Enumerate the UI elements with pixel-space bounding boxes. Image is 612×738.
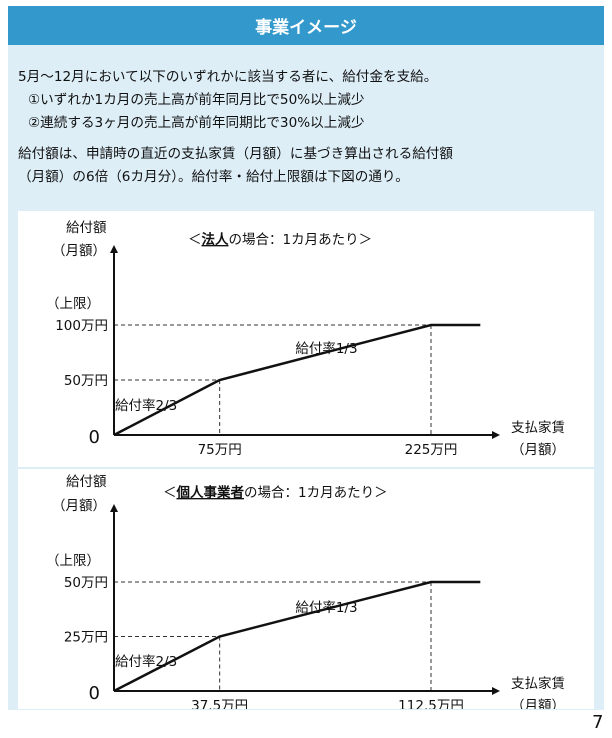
chart2-upper-limit-label: （上限） (46, 553, 100, 569)
chart1-y-axis-arrow (110, 245, 118, 253)
chart1-x-tick-label-0: 75万円 (198, 442, 242, 458)
chart2-series-line (113, 580, 481, 693)
chart2-ylabel: 給付額 (66, 474, 107, 490)
intro-line-1: 5月～12月において以下のいずれかに該当する者に、給付金を支給。 (18, 69, 438, 85)
chart2-y-tick-label-0: 25万円 (64, 630, 108, 646)
condition-2: ②連続する3ヶ月の売上高が前年同期比で30%以上減少 (28, 115, 365, 131)
chart1-segment-label-1: 給付率1/3 (295, 340, 357, 357)
chart1-x-axis-arrow (492, 431, 500, 439)
chart2-xlabel: 支払家賃 (511, 675, 565, 692)
chart1-x-tick-label-1: 225万円 (405, 442, 458, 458)
chart2-xlabel-unit: （月額） (511, 698, 565, 709)
chart2-origin-label: 0 (89, 683, 100, 704)
chart2-x-tick-label-0: 37.5万円 (191, 698, 248, 709)
header-title: 事業イメージ (255, 18, 357, 38)
chart2-y-axis-arrow (110, 504, 118, 512)
chart2-y-tick-label-1: 50万円 (64, 575, 108, 591)
page-number: 7 (592, 712, 604, 733)
individual-chart-svg: ＜個人事業者の場合：1カ月あたり＞ 給付額 （月額） （上限） 25万円 50万円 37.5… (46, 474, 565, 709)
individual-chart: ＜個人事業者の場合：1カ月あたり＞ 給付額 （月額） （上限） 25万円 50万円 37.5… (18, 469, 594, 709)
chart1-title: ＜法人の場合：1カ月あたり＞ (188, 231, 372, 248)
chart1-segment-label-0: 給付率2/3 (115, 397, 177, 414)
chart1-xlabel-unit: （月額） (511, 442, 565, 458)
chart2-x-axis-arrow (492, 687, 500, 695)
corporate-chart-svg: ＜法人の場合：1カ月あたり＞ 給付額 （月額） （上限） 50万円 100万円 75万円 22… (46, 220, 565, 458)
section-header: 事業イメージ (8, 6, 604, 45)
chart1-ylabel: 給付額 (66, 220, 107, 236)
chart2-segment-label-0: 給付率2/3 (115, 653, 177, 670)
chart1-ylabel-unit: （月額） (52, 243, 106, 259)
chart2-segment-label-1: 給付率1/3 (295, 599, 357, 616)
chart1-series-line (113, 323, 481, 437)
corporate-chart: ＜法人の場合：1カ月あたり＞ 給付額 （月額） （上限） 50万円 100万円 75万円 22… (18, 211, 594, 467)
intro-line-3: （月額）の6倍（6カ月分）。給付率・給付上限額は下図の通り。 (18, 169, 409, 185)
intro-text: 5月～12月において以下のいずれかに該当する者に、給付金を支給。 ①いずれか1カ… (18, 66, 598, 189)
chart1-y-tick-label-0: 50万円 (64, 373, 108, 389)
chart1-origin-label: 0 (89, 427, 100, 448)
chart2-x-tick-label-1: 112.5万円 (398, 698, 464, 709)
chart1-y-tick-label-1: 100万円 (55, 318, 108, 334)
condition-1: ①いずれか1カ月の売上高が前年同月比で50%以上減少 (28, 92, 365, 108)
intro-line-2: 給付額は、申請時の直近の支払家賃（月額）に基づき算出される給付額 (18, 146, 453, 162)
chart1-xlabel: 支払家賃 (511, 419, 565, 436)
content-panel: 事業イメージ 5月～12月において以下のいずれかに該当する者に、給付金を支給。 … (8, 6, 604, 710)
chart1-upper-limit-label: （上限） (46, 296, 100, 312)
chart2-title: ＜個人事業者の場合：1カ月あたり＞ (163, 484, 388, 501)
chart2-ylabel-unit: （月額） (52, 498, 106, 514)
